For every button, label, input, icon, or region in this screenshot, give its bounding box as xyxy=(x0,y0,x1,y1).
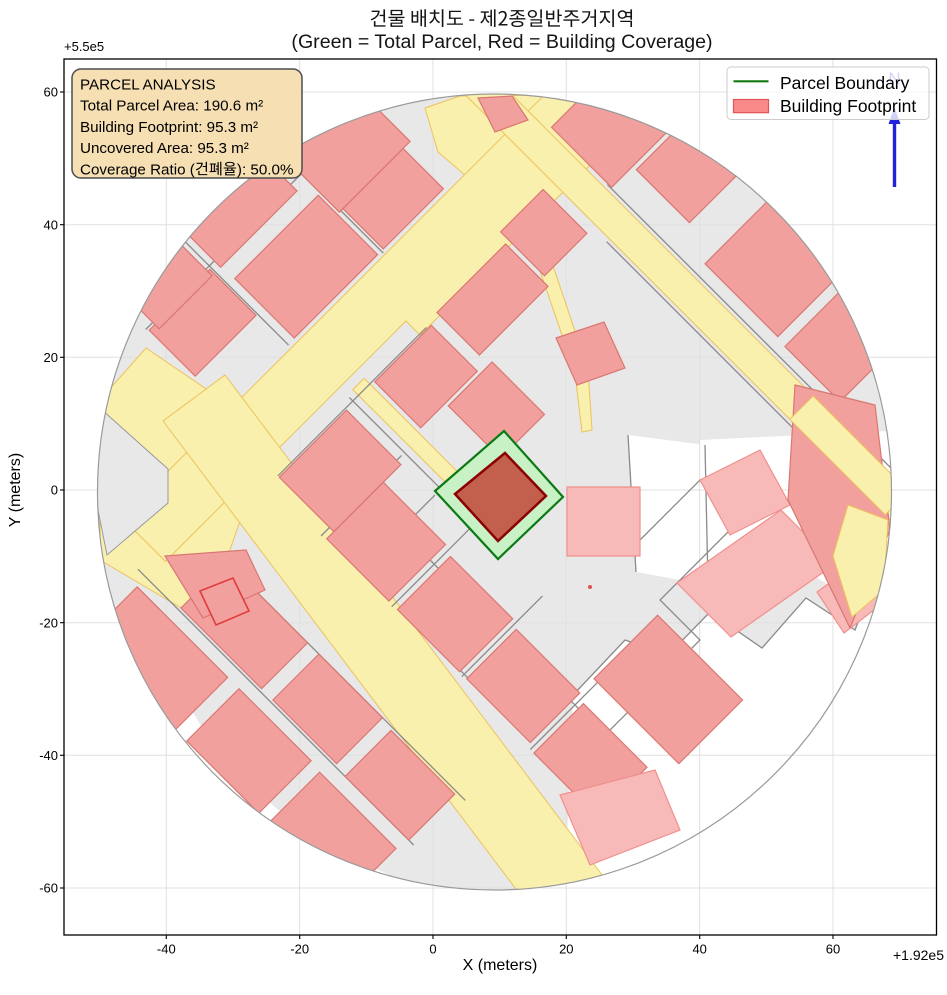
svg-text:Y (meters): Y (meters) xyxy=(7,453,24,527)
svg-text:-20: -20 xyxy=(290,942,309,957)
svg-text:60: 60 xyxy=(44,85,58,100)
svg-text:-40: -40 xyxy=(39,748,58,763)
svg-text:X (meters): X (meters) xyxy=(463,957,538,974)
svg-text:(Green = Total Parcel, Red = B: (Green = Total Parcel, Red = Building Co… xyxy=(291,31,712,53)
svg-text:Uncovered Area: 95.3 m²: Uncovered Area: 95.3 m² xyxy=(80,140,249,157)
svg-text:-20: -20 xyxy=(39,615,58,630)
svg-text:Total Parcel Area: 190.6 m²: Total Parcel Area: 190.6 m² xyxy=(80,98,263,115)
svg-text:PARCEL ANALYSIS: PARCEL ANALYSIS xyxy=(80,77,216,94)
svg-text:+5.5e5: +5.5e5 xyxy=(64,39,104,54)
svg-text:-60: -60 xyxy=(39,881,58,896)
svg-text:20: 20 xyxy=(44,350,58,365)
svg-text:Building Footprint: Building Footprint xyxy=(780,96,916,116)
svg-text:Coverage Ratio (: Coverage Ratio ( xyxy=(80,161,195,178)
svg-text:): 50.0%: ): 50.0% xyxy=(237,161,294,178)
svg-text:40: 40 xyxy=(44,217,58,232)
svg-text:20: 20 xyxy=(559,942,573,957)
svg-text:+1.92e5: +1.92e5 xyxy=(893,947,944,963)
svg-text:0: 0 xyxy=(51,483,58,498)
svg-text:Building Footprint: 95.3 m²: Building Footprint: 95.3 m² xyxy=(80,119,258,136)
svg-text:Parcel Boundary: Parcel Boundary xyxy=(780,73,910,93)
svg-text:0: 0 xyxy=(429,942,436,957)
svg-text:-40: -40 xyxy=(157,942,176,957)
svg-text:60: 60 xyxy=(826,942,840,957)
svg-text:40: 40 xyxy=(692,942,706,957)
